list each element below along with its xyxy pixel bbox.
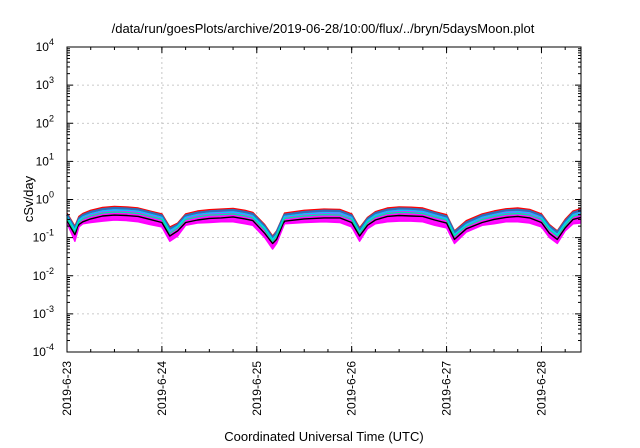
x-tick-label: 2019-6-24 [155,361,169,416]
y-tick-label: 100 [36,190,54,207]
y-tick-label: 102 [36,113,54,130]
series-line-5 [66,214,582,245]
x-tick-label: 2019-6-25 [250,361,264,416]
grid-layer [67,47,581,352]
x-tick-label: 2019-6-23 [60,361,74,416]
y-tick-label: 101 [36,151,54,168]
x-tick-label: 2019-6-28 [534,361,548,416]
series-line-1 [66,205,582,237]
x-tick-layer: 2019-6-23 2019-6-24 2019-6-25 2019-6-26 2019… [60,47,566,416]
series-line-6 [66,219,582,250]
series-line-4 [66,211,582,242]
series-line-3 [66,209,582,241]
y-tick-layer: 10-4 10-3 10-2 10-1 100 101 102 103 104 [33,37,581,359]
y-tick-label: 10-2 [33,266,54,283]
series-line-2 [66,206,582,239]
y-tick-label: 10-4 [33,342,54,359]
y-tick-label: 10-3 [33,304,54,321]
x-tick-label: 2019-6-26 [345,361,359,416]
x-axis-label: Coordinated Universal Time (UTC) [224,429,423,444]
y-tick-label: 104 [36,37,54,54]
chart-title: /data/run/goesPlots/archive/2019-06-28/1… [112,21,535,36]
y-tick-label: 10-1 [33,228,54,245]
series-layer [66,205,582,250]
y-tick-label: 103 [36,75,54,92]
x-tick-label: 2019-6-27 [440,361,454,416]
y-axis-label: cSv/day [21,175,36,222]
